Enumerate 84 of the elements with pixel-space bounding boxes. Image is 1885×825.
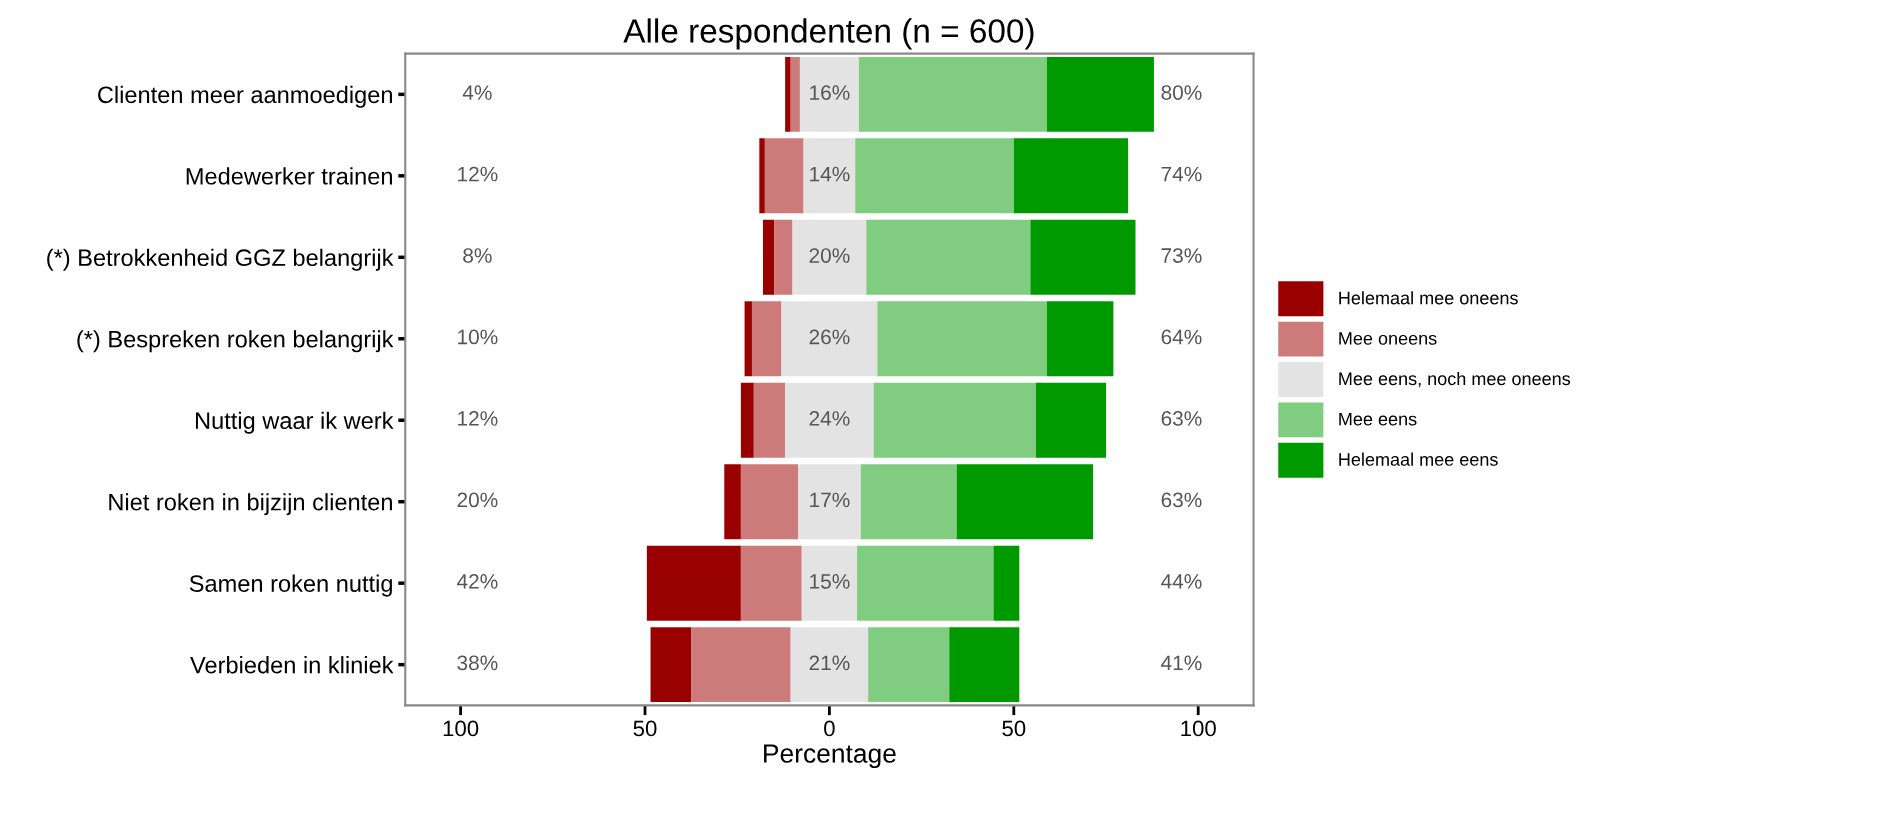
annotation: 73% [1161, 248, 1202, 263]
annotation: 8% [463, 248, 492, 263]
y-tick-label: (*) Betrokkenheid GGZ belangrijk [47, 248, 394, 271]
bar [740, 464, 799, 540]
annotation: 63% [1161, 492, 1202, 508]
bar [993, 545, 1020, 621]
annotation: 80% [1161, 85, 1202, 100]
bar [774, 219, 793, 295]
annotation: 44% [1161, 574, 1202, 589]
bar [956, 464, 1094, 540]
annotation: 42% [457, 574, 498, 589]
annotation: 4% [462, 85, 492, 100]
bar [1030, 219, 1136, 295]
bar [1035, 382, 1106, 458]
bar [792, 219, 867, 295]
annotation: 20% [457, 492, 498, 508]
bar [801, 545, 858, 621]
y-tick-label: Clienten meer aanmoedigen [98, 85, 392, 108]
bar [873, 382, 1036, 458]
bar [790, 627, 869, 703]
annotation: 74% [1161, 166, 1202, 182]
data-label: 17% [810, 492, 850, 508]
y-tick-label: Niet roken in bijzijn clienten [109, 493, 392, 516]
x-axis-title: Percentage [764, 744, 896, 769]
bar [860, 464, 957, 540]
bar [803, 138, 856, 214]
data-label: 16% [810, 85, 850, 100]
bar [1013, 138, 1129, 214]
y-tick-label: Verbieden in kliniek [190, 656, 394, 674]
y-tick-label: Medewerker trainen [186, 167, 392, 185]
bar [1046, 56, 1154, 132]
annotation: 41% [1161, 655, 1202, 671]
bar [650, 627, 692, 703]
bar [858, 56, 1047, 132]
x-tick-label: 50 [633, 720, 657, 737]
y-tick-label: (*) Bespreken roken belangrijk [77, 330, 394, 353]
annotation: 10% [458, 329, 498, 345]
annotation: 64% [1161, 329, 1202, 345]
y-tick-label: Samen roken nuttig [189, 574, 392, 597]
data-label: 26% [809, 329, 850, 345]
bar [759, 138, 765, 214]
bar [785, 382, 874, 458]
bar [751, 301, 782, 377]
annotation: 12% [458, 411, 498, 426]
legend-label: Mee oneens [1339, 332, 1437, 345]
bar [753, 382, 786, 458]
bar [744, 301, 752, 377]
bar [785, 56, 791, 132]
bar [799, 56, 859, 132]
bar [763, 219, 775, 295]
bar [724, 464, 741, 540]
chart-title: Alle respondenten (n = 600) [623, 18, 1034, 50]
x-tick-label: 0 [824, 720, 835, 737]
x-tick-label: 100 [1181, 720, 1216, 737]
bar [949, 627, 1020, 703]
bar [855, 138, 1014, 214]
legend-label: Mee eens, noch mee oneens [1339, 371, 1571, 388]
data-label: 21% [809, 655, 850, 671]
annotation: 12% [458, 166, 498, 182]
annotation: 38% [457, 655, 498, 671]
y-tick-label: Nuttig waar ik werk [195, 411, 394, 434]
bar [790, 56, 800, 132]
bar [866, 219, 1031, 295]
bar [764, 138, 804, 214]
data-label: 20% [809, 248, 850, 263]
annotation: 63% [1161, 411, 1202, 426]
x-tick-label: 100 [443, 720, 479, 737]
bar [781, 301, 878, 377]
bar [1046, 301, 1114, 377]
data-label: 24% [809, 411, 850, 426]
data-label: 15% [810, 574, 850, 589]
bar [868, 627, 950, 703]
bar [740, 382, 754, 458]
bar [691, 627, 791, 703]
bar [740, 545, 802, 621]
bar [877, 301, 1047, 377]
legend-label: Mee eens [1339, 412, 1417, 426]
x-tick-label: 50 [1002, 720, 1026, 737]
legend-label: Helemaal mee eens [1339, 452, 1498, 466]
bar [857, 545, 994, 621]
legend-label: Helemaal mee oneens [1339, 291, 1518, 305]
data-label: 14% [810, 166, 850, 182]
bar [798, 464, 861, 540]
bar [646, 545, 741, 621]
